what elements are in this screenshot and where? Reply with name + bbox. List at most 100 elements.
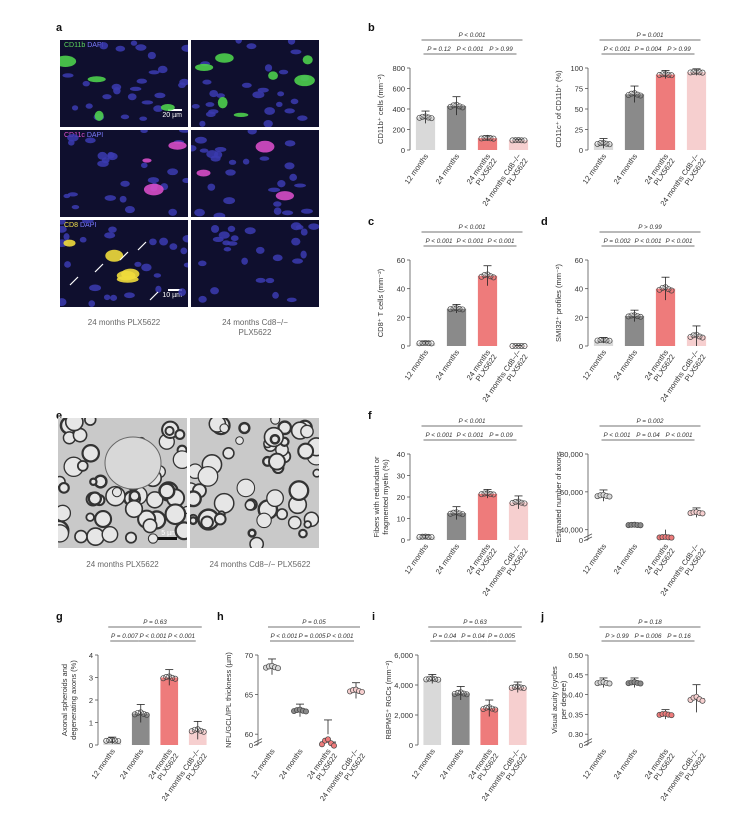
bar [508, 687, 527, 745]
chart-fragmented-myelin: 0 10 20 30 40 Fibers with redundant orfragmen… [372, 418, 530, 598]
p-value-label: P > 0.99 [638, 224, 662, 231]
scale-bar: 10 µm [162, 289, 182, 299]
nucleus [259, 156, 270, 161]
bar [508, 502, 529, 540]
panel-c-label: c [368, 216, 375, 228]
bar [686, 72, 707, 150]
data-point [447, 510, 454, 517]
nucleus [141, 263, 152, 272]
category-label: 24 months [612, 152, 640, 186]
marker-cell [116, 275, 139, 283]
y-tick-label: 2,000 [394, 711, 413, 720]
p-value-label: P < 0.001 [457, 432, 484, 439]
data-point [484, 134, 491, 141]
myelinated-axon [236, 478, 256, 498]
axon-texture [190, 418, 319, 548]
nucleus [273, 207, 282, 215]
data-point [687, 333, 694, 340]
data-point [109, 737, 116, 744]
p-value-label: P < 0.001 [426, 238, 453, 245]
data-point [515, 342, 522, 349]
nucleus [255, 277, 266, 283]
data-point [481, 490, 488, 497]
marker-cell [168, 141, 187, 150]
marker-label: CD11b [64, 42, 86, 49]
data-point [606, 141, 613, 148]
y-tick-label: 4 [89, 651, 93, 660]
myelinated-axon [298, 528, 308, 539]
data-point [487, 491, 494, 497]
data-point [606, 337, 613, 344]
nucleus [85, 103, 93, 109]
nucleus [120, 114, 130, 120]
data-point [662, 284, 669, 291]
nucleus [284, 108, 295, 114]
stain-label: DAPI [86, 132, 104, 139]
nucleus [129, 86, 142, 92]
data-point [481, 272, 488, 279]
nucleus [136, 78, 148, 84]
caption-a-right: 24 months Cd8−/− PLX5622 [222, 318, 288, 337]
p-value-label: P = 0.007 [111, 633, 138, 640]
nucleus [140, 130, 148, 134]
p-value-label: P < 0.001 [604, 432, 631, 439]
p-value-label: P < 0.001 [666, 238, 693, 245]
bar [655, 74, 676, 150]
category-label: 24 months [434, 152, 462, 186]
nucleus [252, 91, 265, 99]
nucleus [264, 64, 273, 72]
micrograph-cd11b-plx: CD11b DAPI 20 µm [60, 40, 188, 127]
nucleus [107, 151, 115, 159]
category-label: 12 months [403, 542, 431, 576]
marker-cell [233, 112, 249, 118]
nucleus [294, 183, 307, 188]
data-point [188, 728, 195, 735]
data-point [480, 706, 487, 712]
nucleus [148, 70, 160, 75]
nucleus [207, 183, 216, 191]
nucleus [255, 246, 265, 254]
nucleus [179, 130, 188, 133]
nucleus [181, 44, 188, 52]
data-point [166, 673, 173, 680]
marker-cell [294, 74, 315, 87]
data-point [690, 332, 697, 339]
micrograph-cd11c-cd8ko [191, 130, 319, 217]
data-point [143, 711, 150, 718]
data-point [478, 491, 485, 498]
p-value-label: P = 0.18 [638, 619, 662, 626]
nucleus [290, 49, 302, 55]
bar [477, 275, 498, 346]
p-value-label: P < 0.001 [488, 238, 515, 245]
data-point [303, 708, 309, 715]
data-point [628, 312, 635, 319]
data-point [490, 135, 497, 142]
nucleus [194, 208, 205, 217]
p-value-label: P = 0.005 [488, 633, 515, 640]
y-tick-label: 40 [397, 285, 405, 294]
nucleus [222, 240, 231, 246]
data-point [478, 273, 485, 280]
p-value-label: P = 0.006 [635, 633, 662, 640]
category-label: 24 months [612, 747, 640, 781]
data-point [693, 331, 700, 338]
data-point [514, 683, 521, 690]
data-point [459, 511, 466, 518]
y-tick-label: 0 [89, 741, 93, 750]
y-tick-label: 0 [401, 536, 405, 545]
data-point [456, 103, 463, 110]
data-point [478, 135, 485, 142]
marker-cell [105, 249, 124, 262]
y-tick-label: 200 [392, 126, 405, 135]
nucleus [119, 195, 127, 203]
nucleus [210, 287, 219, 295]
category-label: 24 months [434, 542, 462, 576]
marker-cell [215, 53, 234, 63]
y-tick-label: 0.40 [568, 691, 583, 700]
nucleus [67, 192, 78, 197]
data-point [509, 137, 516, 144]
category-label: 24 months [438, 747, 466, 781]
category-label: 12 months [409, 747, 437, 781]
p-value-label: P = 0.002 [604, 238, 631, 245]
y-tick-label: 0 [579, 146, 583, 155]
